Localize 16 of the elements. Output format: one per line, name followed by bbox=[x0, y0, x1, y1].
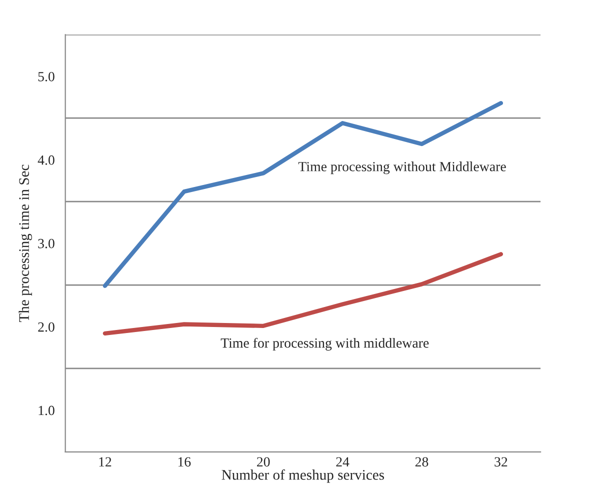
x-tick-label: 24 bbox=[336, 457, 350, 466]
y-tick-label: 5.0 bbox=[38, 72, 54, 82]
x-axis-title: Number of meshup services bbox=[222, 469, 384, 483]
x-tick-label: 16 bbox=[178, 457, 191, 467]
x-tick-label: 12 bbox=[99, 457, 112, 466]
y-tick-label: 1.0 bbox=[38, 406, 54, 416]
y-axis-title: The processing time in Sec bbox=[18, 164, 32, 322]
line-series bbox=[102, 252, 504, 336]
x-tick-label: 28 bbox=[415, 457, 428, 467]
series-label: Time processing without Middleware bbox=[298, 162, 506, 174]
x-tick-label: 32 bbox=[494, 457, 508, 467]
y-tick-label: 4.0 bbox=[38, 155, 54, 165]
y-tick-label: 3.0 bbox=[38, 238, 54, 248]
x-tick-label: 20 bbox=[257, 457, 270, 467]
series-label: Time for processing with middleware bbox=[220, 338, 429, 351]
y-tick-label: 2.0 bbox=[38, 322, 54, 332]
